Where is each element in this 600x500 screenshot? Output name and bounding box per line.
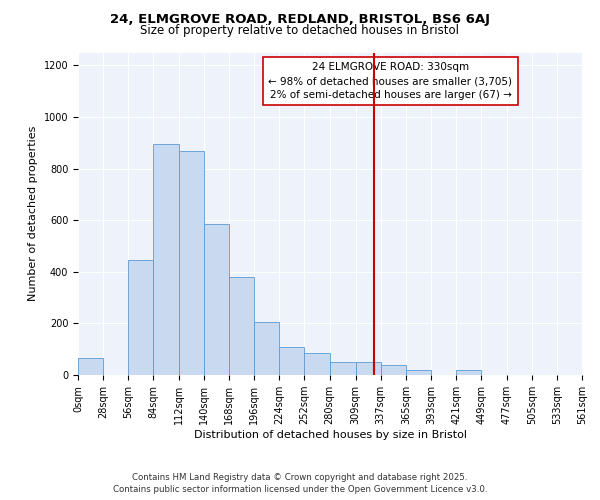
Bar [204, 224, 229, 375]
Bar [329, 362, 356, 375]
Text: 24, ELMGROVE ROAD, REDLAND, BRISTOL, BS6 6AJ: 24, ELMGROVE ROAD, REDLAND, BRISTOL, BS6… [110, 12, 490, 26]
Bar [78, 358, 103, 375]
Text: 24 ELMGROVE ROAD: 330sqm
← 98% of detached houses are smaller (3,705)
2% of semi: 24 ELMGROVE ROAD: 330sqm ← 98% of detach… [268, 62, 512, 100]
Y-axis label: Number of detached properties: Number of detached properties [28, 126, 38, 302]
Bar [179, 150, 204, 375]
Bar [456, 370, 481, 375]
Bar [381, 364, 406, 375]
Bar [279, 346, 304, 375]
Bar [229, 277, 254, 375]
Bar [154, 144, 179, 375]
X-axis label: Distribution of detached houses by size in Bristol: Distribution of detached houses by size … [193, 430, 467, 440]
Bar [406, 370, 431, 375]
Text: Size of property relative to detached houses in Bristol: Size of property relative to detached ho… [140, 24, 460, 37]
Bar [304, 353, 329, 375]
Bar [128, 260, 154, 375]
Bar [356, 362, 381, 375]
Text: Contains HM Land Registry data © Crown copyright and database right 2025.
Contai: Contains HM Land Registry data © Crown c… [113, 472, 487, 494]
Bar [254, 322, 279, 375]
